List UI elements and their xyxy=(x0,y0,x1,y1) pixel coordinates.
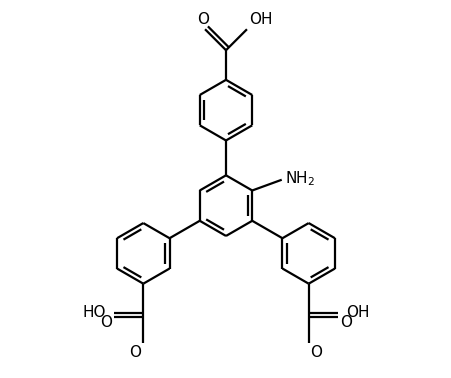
Text: O: O xyxy=(100,315,111,330)
Text: OH: OH xyxy=(248,12,272,27)
Text: OH: OH xyxy=(345,305,369,320)
Text: O: O xyxy=(129,345,141,360)
Text: HO: HO xyxy=(82,305,106,320)
Text: O: O xyxy=(340,315,351,330)
Text: O: O xyxy=(197,12,209,27)
Text: NH$_2$: NH$_2$ xyxy=(284,170,314,188)
Text: O: O xyxy=(310,345,322,360)
